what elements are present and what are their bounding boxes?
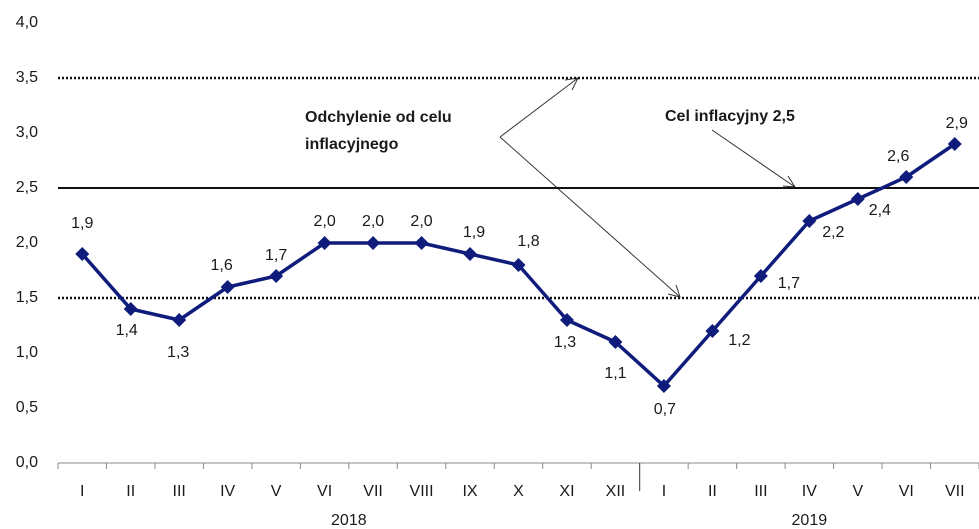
annotation: Cel inflacyjny 2,5 [665, 108, 795, 125]
data-point [463, 247, 478, 261]
data-point [608, 335, 623, 349]
data-label: 2,2 [822, 224, 844, 241]
x-tick-label: VII [363, 483, 383, 500]
data-label: 1,9 [71, 215, 93, 232]
data-label: 2,0 [362, 213, 384, 230]
x-tick-label: IX [462, 483, 477, 500]
data-label: 1,8 [517, 233, 539, 250]
data-point [269, 269, 284, 283]
x-tick-label: VI [899, 483, 914, 500]
data-point [559, 313, 574, 327]
group-label: 2019 [792, 512, 828, 529]
data-point [123, 302, 138, 316]
data-point [705, 324, 720, 338]
arrow [711, 129, 796, 188]
data-point [802, 214, 817, 228]
annotation: inflacyjnego [305, 136, 399, 153]
data-point [753, 269, 768, 283]
annotation: Odchylenie od celu [305, 109, 452, 126]
y-tick-label: 0,5 [16, 399, 38, 416]
x-tick-label: III [173, 483, 186, 500]
data-point [899, 170, 914, 184]
data-label: 1,4 [116, 322, 138, 339]
y-tick-label: 1,0 [16, 344, 38, 361]
x-tick-label: XII [606, 483, 626, 500]
data-point [75, 247, 90, 261]
y-tick-label: 3,5 [16, 69, 38, 86]
data-label: 1,7 [265, 247, 287, 264]
data-label: 1,3 [554, 334, 576, 351]
x-tick-label: I [662, 483, 666, 500]
x-tick-label: VII [945, 483, 965, 500]
y-tick-label: 2,5 [16, 179, 38, 196]
data-point [656, 379, 671, 393]
y-tick-label: 1,5 [16, 289, 38, 306]
x-tick-label: III [754, 483, 767, 500]
data-label: 1,2 [728, 332, 750, 349]
x-tick-label: IV [220, 483, 235, 500]
data-point [850, 192, 865, 206]
data-label: 2,4 [869, 202, 891, 219]
arrow [499, 77, 579, 138]
data-label: 1,7 [778, 275, 800, 292]
data-point [947, 137, 962, 151]
x-tick-label: II [708, 483, 717, 500]
data-point [511, 258, 526, 272]
data-label: 1,3 [167, 344, 189, 361]
x-tick-label: XI [559, 483, 574, 500]
data-point [317, 236, 332, 250]
x-tick-label: V [852, 483, 863, 500]
x-tick-label: IV [802, 483, 817, 500]
data-point [220, 280, 235, 294]
data-label: 1,9 [463, 224, 485, 241]
group-label: 2018 [331, 512, 367, 529]
data-label: 1,1 [604, 365, 626, 382]
x-tick-label: V [271, 483, 282, 500]
data-label: 2,9 [946, 115, 968, 132]
x-tick-label: VI [317, 483, 332, 500]
y-tick-label: 2,0 [16, 234, 38, 251]
y-tick-label: 3,0 [16, 124, 38, 141]
data-label: 2,0 [410, 213, 432, 230]
x-tick-label: II [126, 483, 135, 500]
data-label: 2,6 [887, 148, 909, 165]
x-tick-label: I [80, 483, 84, 500]
data-label: 2,0 [313, 213, 335, 230]
data-point [366, 236, 381, 250]
data-point [414, 236, 429, 250]
data-label: 1,6 [211, 257, 233, 274]
data-point [172, 313, 187, 327]
x-tick-label: X [513, 483, 524, 500]
y-tick-label: 0,0 [16, 454, 38, 471]
data-label: 0,7 [654, 401, 676, 418]
y-tick-label: 4,0 [16, 14, 38, 31]
x-tick-label: VIII [410, 483, 434, 500]
